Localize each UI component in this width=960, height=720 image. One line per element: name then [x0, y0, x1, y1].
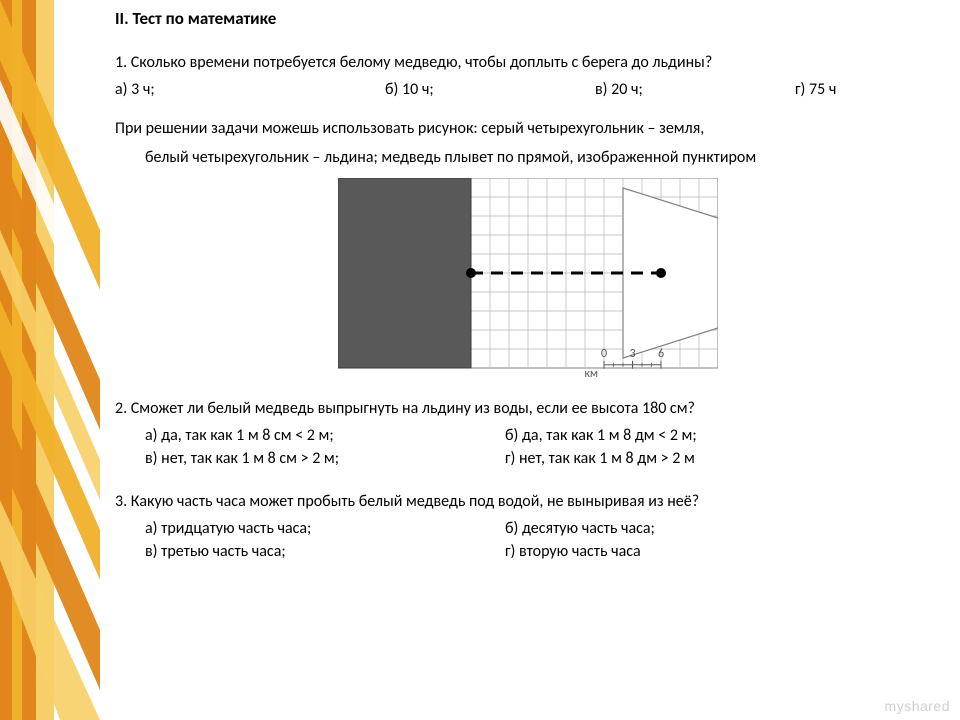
q1-opt-d: г) 75 ч	[795, 80, 940, 99]
section-title: II. Тест по математике	[115, 8, 940, 29]
q1-options: а) 3 ч; б) 10 ч; в) 20 ч; г) 75 ч	[115, 80, 940, 99]
figure: 0 3 6 км	[338, 178, 718, 393]
figure-wrap: 0 3 6 км	[115, 178, 940, 393]
q1-opt-b: б) 10 ч;	[385, 80, 595, 99]
q2-opt-a: а) да, так как 1 м 8 см < 2 м;	[145, 426, 505, 445]
q3-opt-c: в) третью часть часа;	[145, 542, 505, 561]
q3-opt-d: г) вторую часть часа	[505, 542, 940, 561]
svg-text:0: 0	[600, 346, 606, 360]
q1-opt-a: а) 3 ч;	[115, 80, 385, 99]
q1-text: 1. Сколько времени потребуется белому ме…	[115, 51, 940, 74]
hint-line2: белый четырехугольник – льдина; медведь …	[115, 146, 940, 169]
q2-row1: а) да, так как 1 м 8 см < 2 м; б) да, та…	[115, 426, 940, 445]
q3-opt-b: б) десятую часть часа;	[505, 519, 940, 538]
q1-opt-c: в) 20 ч;	[595, 80, 795, 99]
slide: II. Тест по математике 1. Сколько времен…	[0, 0, 960, 720]
q3-text: 3. Какую часть часа может пробыть белый …	[115, 490, 940, 513]
q2-row2: в) нет, так как 1 м 8 см > 2 м; г) нет, …	[115, 449, 940, 468]
q2-opt-c: в) нет, так как 1 м 8 см > 2 м;	[145, 449, 505, 468]
svg-text:3: 3	[629, 346, 635, 360]
hint-line1: При решении задачи можешь использовать р…	[115, 117, 940, 140]
svg-text:6: 6	[657, 346, 663, 360]
q2-opt-d: г) нет, так как 1 м 8 дм > 2 м	[505, 449, 940, 468]
q3-row2: в) третью часть часа; г) вторую часть ча…	[115, 542, 940, 561]
q2-text: 2. Сможет ли белый медведь выпрыгнуть на…	[115, 397, 940, 420]
q3-row1: а) тридцатую часть часа; б) десятую част…	[115, 519, 940, 538]
watermark: myshared	[885, 698, 950, 714]
content-area: II. Тест по математике 1. Сколько времен…	[115, 8, 940, 565]
q2-opt-b: б) да, так как 1 м 8 дм < 2 м;	[505, 426, 940, 445]
svg-text:км: км	[584, 366, 598, 380]
q3-opt-a: а) тридцатую часть часа;	[145, 519, 505, 538]
left-decorative-band	[0, 0, 100, 720]
